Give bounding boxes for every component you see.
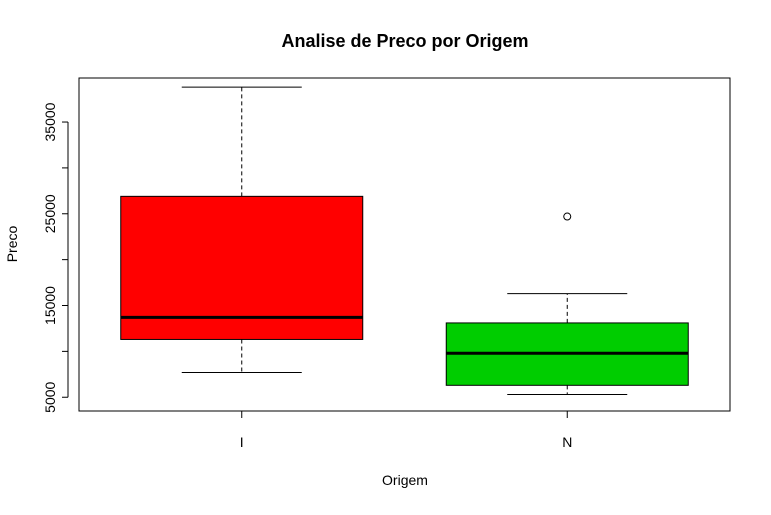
y-tick-label: 15000 <box>42 286 58 325</box>
x-tick-label: I <box>240 434 244 450</box>
x-tick-label: N <box>562 434 572 450</box>
box-I <box>120 195 364 340</box>
outlier-point <box>563 212 572 221</box>
y-tick-label: 35000 <box>42 102 58 141</box>
y-tick-label: 5000 <box>42 381 58 412</box>
chart-title: Analise de Preco por Origem <box>281 31 528 51</box>
y-axis-label: Preco <box>4 226 20 263</box>
plot-frame <box>78 77 731 412</box>
x-axis-label: Origem <box>382 472 428 488</box>
y-tick-label: 25000 <box>42 194 58 233</box>
chart-marks: 5000 15000 25000 35000 I N <box>42 86 689 450</box>
